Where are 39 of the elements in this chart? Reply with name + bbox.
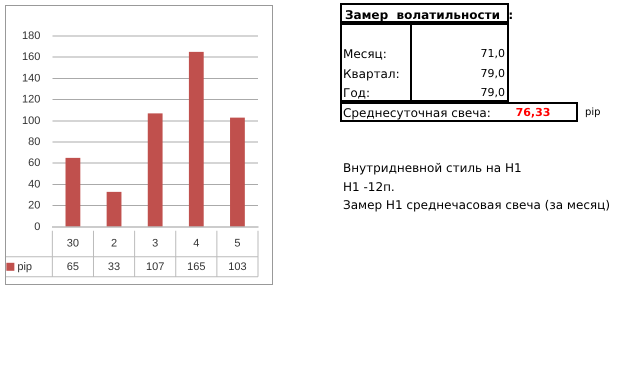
y-tick-label: 20: [28, 200, 40, 212]
legend-label: pip: [17, 260, 32, 273]
bar: [148, 113, 163, 226]
text: Месяц:: [343, 46, 387, 62]
bar: [106, 192, 122, 226]
bar: [66, 158, 80, 226]
text: Внутридневной стиль на H1: [343, 160, 522, 176]
x-tick-label: 4: [193, 237, 200, 250]
x-tick-label: 3: [152, 237, 158, 250]
text: H1 -12п.: [343, 179, 395, 195]
text: Квартал:: [343, 66, 400, 82]
y-tick-label: 80: [28, 136, 40, 148]
data-label: 33: [108, 260, 120, 273]
x-tick-label: 2: [110, 237, 118, 250]
y-tick-label: 120: [22, 94, 40, 106]
data-label: 107: [146, 260, 164, 273]
text: pip: [585, 106, 600, 120]
text: 79,0: [480, 66, 505, 82]
text: 79,0: [480, 85, 505, 101]
text: Год:: [343, 85, 370, 101]
bar: [230, 118, 245, 226]
text: Замер волатильности :: [345, 7, 514, 23]
y-tick-label: 100: [22, 114, 40, 127]
y-tick-label: 0: [34, 220, 40, 233]
x-tick-label: 5: [234, 237, 240, 250]
y-tick-label: 180: [22, 30, 40, 42]
data-label: 103: [228, 260, 247, 273]
data-label: 165: [187, 260, 206, 273]
x-tick-label: 30: [66, 237, 80, 250]
text: Среднесуточная свеча:: [343, 105, 491, 121]
y-tick-label: 140: [22, 72, 40, 84]
data-label: 65: [66, 260, 80, 273]
text: 71,0: [480, 46, 505, 62]
y-tick-label: 40: [28, 178, 40, 190]
y-tick-label: 160: [22, 51, 40, 64]
y-tick-label: 60: [28, 157, 40, 170]
text: Замер H1 среднечасовая свеча (за месяц): [343, 197, 610, 213]
text: 76,33: [514, 105, 552, 121]
bar: [188, 52, 204, 226]
